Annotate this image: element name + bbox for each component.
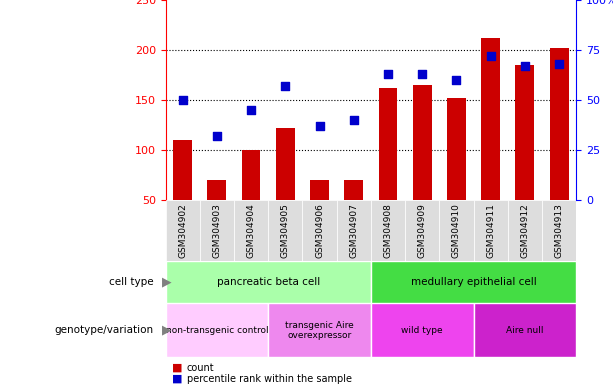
- Bar: [481, 38, 500, 200]
- Bar: [166, 200, 200, 261]
- Point: [178, 97, 188, 103]
- Bar: [242, 150, 261, 200]
- Bar: [413, 85, 432, 200]
- Bar: [440, 200, 474, 261]
- Bar: [302, 200, 337, 261]
- Bar: [207, 180, 226, 200]
- Text: GSM304905: GSM304905: [281, 203, 290, 258]
- Bar: [473, 200, 508, 261]
- Bar: [405, 200, 440, 261]
- Text: ■: ■: [172, 374, 182, 384]
- Bar: [371, 200, 405, 261]
- Bar: [234, 200, 268, 261]
- Text: GSM304906: GSM304906: [315, 203, 324, 258]
- Bar: [379, 88, 397, 200]
- Bar: [310, 180, 329, 200]
- Text: medullary epithelial cell: medullary epithelial cell: [411, 277, 536, 287]
- Bar: [542, 200, 576, 261]
- Text: percentile rank within the sample: percentile rank within the sample: [187, 374, 352, 384]
- Text: genotype/variation: genotype/variation: [54, 325, 153, 335]
- Point: [520, 63, 530, 69]
- Text: GSM304903: GSM304903: [212, 203, 221, 258]
- Text: GSM304911: GSM304911: [486, 203, 495, 258]
- Point: [452, 77, 462, 83]
- Text: cell type: cell type: [109, 277, 153, 287]
- Bar: [371, 303, 474, 357]
- Text: GSM304904: GSM304904: [246, 203, 256, 258]
- Bar: [173, 140, 192, 200]
- Point: [349, 117, 359, 123]
- Point: [246, 107, 256, 113]
- Point: [485, 53, 495, 59]
- Bar: [166, 303, 268, 357]
- Text: GSM304913: GSM304913: [555, 203, 563, 258]
- Point: [280, 83, 290, 89]
- Bar: [550, 48, 568, 200]
- Text: transgenic Aire
overexpressor: transgenic Aire overexpressor: [285, 321, 354, 340]
- Bar: [473, 303, 576, 357]
- Point: [383, 71, 393, 77]
- Bar: [447, 98, 466, 200]
- Bar: [200, 200, 234, 261]
- Bar: [337, 200, 371, 261]
- Text: GSM304908: GSM304908: [384, 203, 392, 258]
- Text: GSM304907: GSM304907: [349, 203, 358, 258]
- Bar: [268, 200, 302, 261]
- Text: ▶: ▶: [162, 324, 172, 337]
- Text: count: count: [187, 363, 215, 373]
- Text: GSM304909: GSM304909: [417, 203, 427, 258]
- Point: [314, 123, 324, 129]
- Text: ▶: ▶: [162, 276, 172, 289]
- Bar: [166, 261, 371, 303]
- Text: ■: ■: [172, 363, 182, 373]
- Point: [554, 61, 564, 67]
- Bar: [516, 65, 535, 200]
- Bar: [345, 180, 363, 200]
- Text: non-transgenic control: non-transgenic control: [166, 326, 268, 335]
- Bar: [508, 200, 542, 261]
- Text: GSM304912: GSM304912: [520, 203, 530, 258]
- Text: Aire null: Aire null: [506, 326, 544, 335]
- Text: pancreatic beta cell: pancreatic beta cell: [216, 277, 320, 287]
- Bar: [276, 128, 295, 200]
- Point: [417, 71, 427, 77]
- Point: [212, 133, 222, 139]
- Bar: [371, 261, 576, 303]
- Bar: [268, 303, 371, 357]
- Text: wild type: wild type: [402, 326, 443, 335]
- Text: GSM304902: GSM304902: [178, 203, 187, 258]
- Text: GSM304910: GSM304910: [452, 203, 461, 258]
